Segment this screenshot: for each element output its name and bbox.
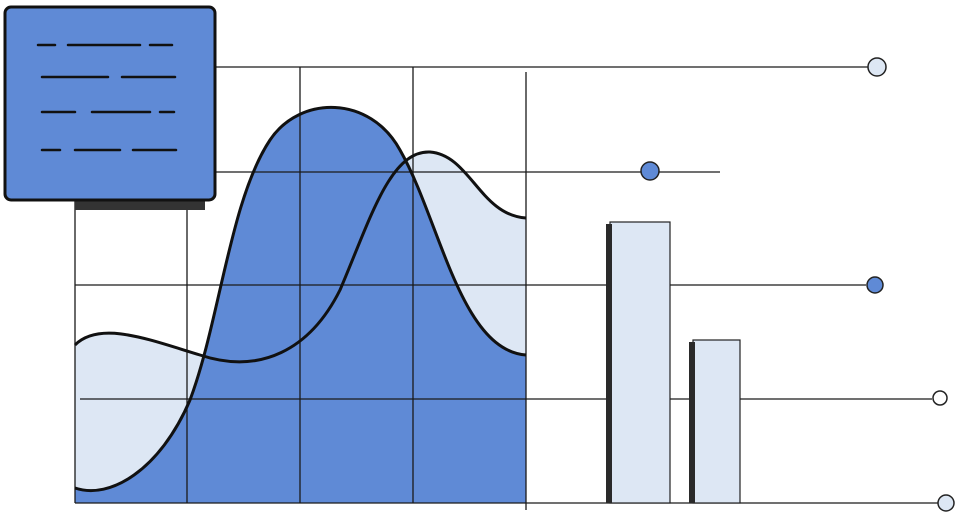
legend-box [3, 5, 217, 202]
bar-edge [606, 224, 612, 503]
bar [609, 221, 671, 504]
dot [937, 494, 955, 512]
bar [692, 339, 741, 504]
dot [866, 276, 884, 294]
dot [867, 57, 887, 77]
bar-edge [689, 342, 695, 503]
dot [640, 161, 660, 181]
box-lines [36, 43, 178, 152]
dark-curve [74, 106, 527, 493]
light-curve [73, 150, 527, 364]
dot [932, 390, 948, 406]
